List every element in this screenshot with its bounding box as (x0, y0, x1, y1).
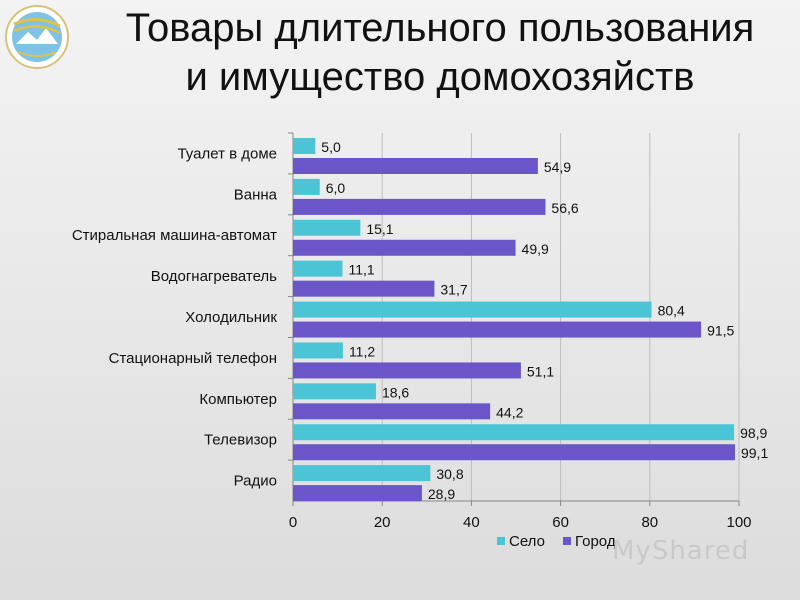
x-tick-label: 0 (289, 514, 297, 531)
data-label: 6,0 (326, 180, 346, 196)
x-tick-label: 80 (641, 514, 658, 531)
data-label: 56,6 (551, 200, 578, 216)
data-label: 15,1 (366, 221, 393, 237)
data-label: 18,6 (382, 384, 409, 400)
category-label: Компьютер (199, 391, 277, 408)
x-tick-label: 40 (463, 514, 480, 531)
bar-gorod (293, 485, 422, 502)
bar-gorod (293, 362, 521, 379)
bar-gorod (293, 198, 546, 215)
legend-swatch-selo (497, 537, 505, 545)
category-label: Стационарный телефон (109, 350, 277, 367)
title-line-1: Товары длительного пользования (125, 6, 755, 50)
category-label: Туалет в доме (177, 145, 277, 162)
bar-gorod (293, 158, 538, 174)
data-label: 5,0 (321, 139, 341, 155)
category-label: Телевизор (204, 432, 277, 449)
data-label: 51,1 (527, 363, 554, 379)
bar-gorod (293, 239, 516, 256)
title-line-2: и имущество домохозяйств (185, 55, 695, 99)
data-label: 44,2 (496, 404, 523, 420)
data-label: 11,1 (349, 262, 375, 278)
bar-selo (293, 383, 376, 400)
data-label: 99,1 (741, 445, 768, 461)
bar-gorod (293, 444, 735, 461)
bar-selo (293, 301, 652, 318)
bar-gorod (293, 403, 491, 420)
category-label: Ванна (234, 186, 278, 203)
x-tick-label: 20 (374, 514, 391, 531)
category-label: Холодильник (185, 309, 277, 326)
data-label: 80,4 (658, 303, 685, 319)
x-tick-label: 60 (552, 514, 569, 531)
bar-gorod (293, 321, 702, 338)
category-label: Стиральная машина-автомат (72, 227, 277, 244)
watermark: MyShared (612, 536, 750, 566)
data-label: 28,9 (428, 486, 455, 502)
legend-label: Город (575, 533, 616, 550)
data-label: 98,9 (740, 425, 767, 441)
bar-gorod (293, 280, 435, 297)
bar-selo (293, 138, 316, 154)
bar-selo (293, 178, 320, 195)
legend-swatch-gorod (563, 537, 571, 545)
legend-label: Село (509, 533, 545, 550)
data-label: 91,5 (707, 323, 734, 339)
bar-selo (293, 219, 361, 236)
category-label: Радио (234, 473, 277, 490)
bar-selo (293, 342, 343, 359)
bar-selo (293, 424, 735, 441)
data-label: 54,9 (544, 159, 571, 175)
data-label: 11,2 (349, 343, 375, 359)
statagency-logo-icon (4, 4, 70, 70)
data-label: 30,8 (436, 466, 463, 482)
data-label: 49,9 (522, 241, 549, 257)
x-tick-label: 100 (726, 514, 751, 531)
bar-selo (293, 465, 431, 482)
bar-selo (293, 260, 343, 277)
data-label: 31,7 (440, 282, 467, 298)
category-label: Водогнагреватель (151, 268, 277, 285)
page-title: Товары длительного пользования и имущест… (80, 4, 800, 102)
